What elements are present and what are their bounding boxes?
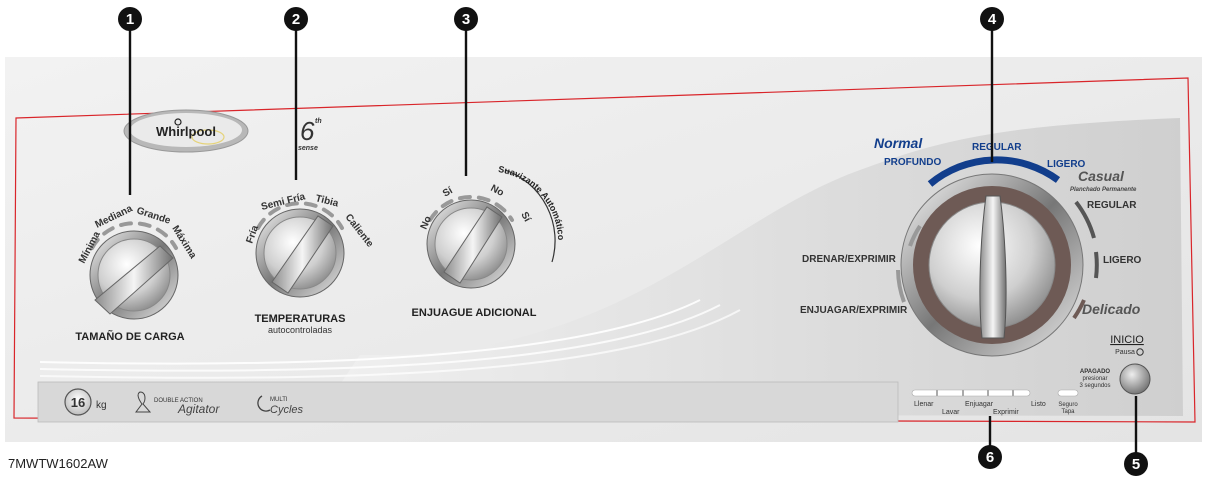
casual-option-ligero: LIGERO: [1103, 255, 1142, 266]
callout-3-number: 3: [462, 11, 470, 28]
extra-rinse-knob[interactable]: [426, 194, 516, 289]
sixth-sense-word: sense: [298, 145, 318, 152]
temperature-title: TEMPERATURAS: [255, 313, 346, 325]
callout-1: 1: [118, 7, 142, 31]
casual-cycle-group: Casual Planchado Permanente REGULAR LIGE…: [1070, 168, 1142, 266]
status-wash: Lavar: [942, 409, 960, 416]
cycles-icon: [257, 395, 271, 412]
callout-3: 3: [454, 7, 478, 31]
capacity-unit: kg: [96, 400, 107, 411]
callout-5-number: 5: [1132, 456, 1140, 473]
capacity-value: 16: [71, 395, 85, 410]
casual-option-regular: REGULAR: [1087, 200, 1137, 211]
normal-cycle-group: Normal PROFUNDO REGULAR LIGERO: [874, 135, 1086, 170]
extra-rinse-title: ENJUAGUE ADICIONAL: [412, 307, 537, 319]
multi-cycles-badge: MULTI Cycles: [257, 395, 304, 416]
start-group: INICIO Pausa APAGADO presionar 3 segundo…: [1079, 334, 1144, 389]
callout-5: 5: [1124, 452, 1148, 476]
normal-option-regular: REGULAR: [972, 142, 1022, 153]
pause-label: Pausa: [1115, 349, 1135, 356]
softener-arc: [504, 169, 556, 263]
model-number: 7MWTW1602AW: [8, 456, 108, 471]
capacity-badge: 16 kg: [64, 388, 107, 416]
lock-icon: [1136, 348, 1144, 356]
callout-1-number: 1: [126, 11, 134, 28]
panel-outline: [13, 77, 1196, 423]
whirlpool-logo: Whirlpool: [123, 109, 249, 153]
double-action-badge: DOUBLE ACTION Agitator: [135, 391, 220, 416]
option-drain-spin: DRENAR/EXPRIMIR: [802, 254, 897, 265]
agitator-text: Agitator: [177, 402, 220, 416]
option-rinse-spin: ENJUAGAR/EXPRIMIR: [800, 305, 908, 316]
lid-lock-label-2: Tapa: [1061, 409, 1075, 415]
off-label: APAGADO: [1080, 369, 1111, 375]
load-size-knob[interactable]: [89, 221, 179, 320]
brand-name: Whirlpool: [156, 124, 216, 139]
temperature-subtitle: autocontroladas: [268, 325, 333, 335]
rinse-option-no: No: [419, 215, 434, 232]
temperature-knob[interactable]: [255, 201, 345, 298]
extra-rinse-options: No Sí No Sí: [419, 183, 533, 231]
callout-2-number: 2: [292, 11, 300, 28]
casual-subtitle: Planchado Permanente: [1070, 187, 1137, 193]
cycle-dial[interactable]: [896, 156, 1099, 357]
status-lights: Llenar Enjuagar Listo Lavar Exprimir Seg…: [911, 389, 1079, 416]
multi-text: MULTI: [270, 397, 288, 403]
lid-lock-label-1: Seguro: [1058, 402, 1078, 408]
hold-label-2: 3 segundos: [1079, 383, 1110, 389]
status-spin: Exprimir: [993, 409, 1019, 416]
start-label: INICIO: [1110, 334, 1144, 346]
sixth-sense-suffix: th: [315, 118, 322, 125]
cycles-text: Cycles: [270, 404, 304, 416]
hold-label-1: presionar: [1082, 376, 1107, 382]
agitator-icon: [135, 391, 152, 413]
callout-4-number: 4: [988, 11, 997, 28]
double-action-text: DOUBLE ACTION: [154, 398, 203, 404]
status-fill: Llenar: [914, 401, 934, 408]
sixth-sense-logo: 6 th sense: [298, 116, 322, 152]
callout-6: 6: [978, 445, 1002, 469]
lid-lock-light: [1057, 389, 1079, 397]
delicate-title: Delicado: [1082, 301, 1141, 317]
callout-lines: [128, 30, 1138, 456]
callout-4: 4: [980, 7, 1004, 31]
normal-option-profundo: PROFUNDO: [884, 157, 941, 168]
start-button[interactable]: [1119, 363, 1151, 395]
casual-title: Casual: [1078, 168, 1125, 184]
badge-strip: [37, 381, 899, 423]
status-rinse: Enjuagar: [965, 401, 994, 408]
sixth-sense-number: 6: [300, 116, 315, 146]
callout-6-number: 6: [986, 449, 994, 466]
load-size-title: TAMAÑO DE CARGA: [75, 330, 184, 343]
normal-option-ligero: LIGERO: [1047, 159, 1086, 170]
status-done: Listo: [1031, 401, 1046, 408]
normal-title: Normal: [874, 135, 923, 151]
callout-2: 2: [284, 7, 308, 31]
